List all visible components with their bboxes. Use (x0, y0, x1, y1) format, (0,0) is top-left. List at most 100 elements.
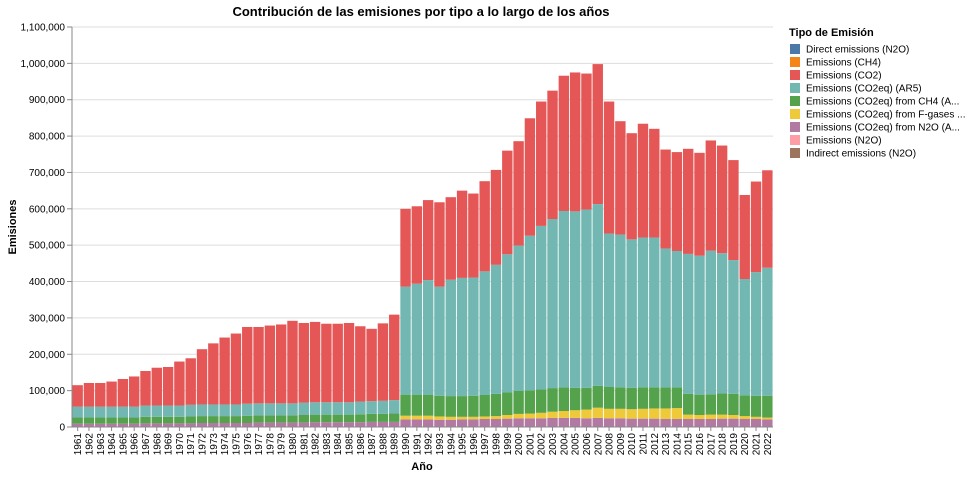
bar-segment (95, 417, 106, 424)
bar-segment (275, 403, 287, 416)
bar-segment (456, 416, 468, 420)
bar-segment (558, 75, 570, 212)
bar-segment (332, 414, 343, 423)
x-tick-label: 1990 (401, 433, 412, 456)
x-tick-label: 2015 (684, 433, 695, 456)
bar-segment (762, 417, 773, 420)
bar-segment (253, 422, 264, 427)
x-tick-label: 2014 (672, 433, 683, 456)
bar-segment (83, 383, 95, 407)
bar-segment (185, 358, 196, 405)
x-tick-label: 1998 (491, 433, 502, 456)
bar-segment (117, 379, 129, 407)
bar-segment (83, 423, 95, 427)
bar-segment (242, 403, 253, 416)
bar-segment (739, 419, 750, 427)
bar-segment (547, 411, 558, 418)
bar-segment (581, 209, 592, 388)
bar-segment (151, 423, 162, 427)
bar-segment (174, 405, 185, 417)
bar-segment (502, 150, 513, 255)
bar-segment (660, 419, 671, 427)
bar-segment (615, 234, 626, 388)
bar-segment (162, 405, 174, 417)
bar-segment (389, 421, 400, 427)
legend-swatch (790, 148, 800, 158)
x-tick-label: 1962 (84, 433, 95, 456)
bar-segment (569, 387, 581, 411)
x-tick-label: 2012 (650, 433, 661, 456)
y-tick-label: 500,000 (29, 241, 66, 252)
bar-segment (581, 73, 592, 210)
bar-segment (660, 408, 671, 419)
x-tick-label: 1969 (164, 433, 175, 456)
x-tick-label: 1993 (435, 433, 446, 456)
legend: Tipo de Emisión Direct emissions (N2O) Em… (789, 27, 965, 160)
bar-segment (208, 343, 219, 405)
bar-segment (716, 253, 728, 394)
bar-segment (479, 395, 490, 417)
legend-swatch (790, 96, 800, 106)
legend-swatch (790, 57, 800, 67)
legend-label: Direct emissions (N2O) (806, 45, 909, 56)
bar-segment (716, 145, 728, 254)
x-tick-label: 1994 (446, 433, 457, 456)
bar-segment (547, 219, 558, 389)
bar-segment (117, 423, 129, 427)
legend-swatch (790, 135, 800, 145)
y-tick-label: 300,000 (29, 313, 66, 324)
bar-segment (72, 423, 83, 427)
bar-segment (592, 407, 603, 418)
bar-segment (468, 419, 479, 427)
bar-segment (422, 280, 434, 395)
bar-segment (389, 400, 400, 414)
bar-segment (479, 419, 490, 427)
legend-label: Emissions (N2O) (806, 136, 882, 147)
bar-segment (739, 279, 750, 396)
bar-segment (366, 413, 377, 422)
bar-segment (603, 408, 615, 419)
bar-segment (615, 121, 626, 235)
bar-segment (140, 405, 151, 417)
bar-segment (411, 419, 423, 427)
bar-segment (750, 416, 762, 419)
legend-label: Emissions (CH4) (806, 58, 881, 69)
bar-segment (626, 239, 637, 388)
x-tick-label: 1979 (277, 433, 288, 456)
x-tick-label: 2020 (740, 433, 751, 456)
bar-segment (117, 417, 129, 424)
bar-segment (366, 401, 377, 414)
bar-segment (716, 393, 728, 415)
bar-segment (128, 417, 140, 424)
bar-segment (434, 395, 445, 417)
bar-segment (536, 412, 547, 419)
x-tick-label: 2001 (525, 433, 536, 456)
bar-segment (332, 323, 343, 403)
x-tick-label: 1986 (356, 433, 367, 456)
bar-segment (219, 416, 230, 423)
bars (72, 64, 773, 427)
bar-segment (581, 387, 592, 410)
bar-segment (445, 416, 456, 420)
bar-segment (196, 423, 208, 427)
bar-segment (569, 417, 581, 427)
y-tick-label: 0 (59, 423, 65, 434)
bar-segment (626, 409, 637, 419)
bar-segment (705, 250, 717, 395)
legend-label: Emissions (CO2eq) (AR5) (806, 84, 922, 95)
bar-segment (502, 392, 513, 415)
bar-segment (355, 414, 366, 423)
bar-segment (603, 418, 615, 427)
bar-segment (705, 394, 717, 415)
bar-segment (411, 415, 423, 420)
bar-segment (536, 101, 547, 226)
x-tick-label: 2007 (593, 433, 604, 456)
bar-segment (536, 389, 547, 413)
bar-segment (558, 417, 570, 427)
x-tick-label: 2004 (559, 433, 570, 456)
bar-segment (185, 423, 196, 427)
bar-segment (140, 416, 151, 424)
x-axis-title: Año (411, 461, 433, 473)
x-tick-label: 1961 (73, 433, 84, 456)
bar-segment (219, 337, 230, 405)
